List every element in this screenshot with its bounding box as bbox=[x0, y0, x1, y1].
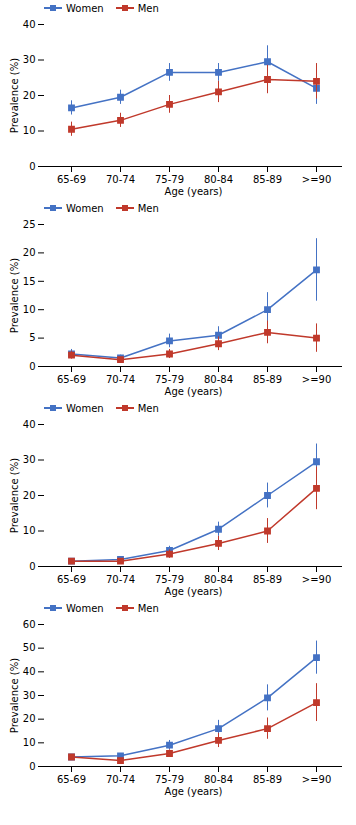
svg-text:30: 30 bbox=[23, 690, 36, 701]
svg-text:>=90: >=90 bbox=[302, 174, 331, 185]
svg-text:Age (years): Age (years) bbox=[165, 586, 223, 597]
svg-text:10: 10 bbox=[23, 525, 36, 536]
svg-text:40: 40 bbox=[23, 19, 36, 30]
svg-text:70-74: 70-74 bbox=[106, 374, 135, 385]
svg-text:75-79: 75-79 bbox=[155, 774, 184, 785]
svg-text:Age (years): Age (years) bbox=[165, 386, 223, 397]
svg-text:Prevalence (%): Prevalence (%) bbox=[9, 258, 20, 333]
svg-text:5: 5 bbox=[29, 332, 35, 343]
svg-text:>=90: >=90 bbox=[302, 774, 331, 785]
svg-text:70-74: 70-74 bbox=[106, 774, 135, 785]
svg-text:30: 30 bbox=[23, 54, 36, 65]
svg-text:20: 20 bbox=[23, 90, 36, 101]
svg-text:25: 25 bbox=[23, 219, 36, 230]
svg-text:85-89: 85-89 bbox=[253, 774, 282, 785]
svg-text:70-74: 70-74 bbox=[106, 174, 135, 185]
html-text:Women: Women bbox=[66, 402, 104, 414]
svg-text:85-89: 85-89 bbox=[253, 174, 282, 185]
svg-text:50: 50 bbox=[23, 642, 36, 653]
html-text:Women: Women bbox=[66, 2, 104, 14]
svg-text:Prevalence (%): Prevalence (%) bbox=[9, 658, 20, 733]
svg-text:75-79: 75-79 bbox=[155, 574, 184, 585]
svg-text:85-89: 85-89 bbox=[253, 374, 282, 385]
svg-text:65-69: 65-69 bbox=[57, 174, 86, 185]
svg-text:30: 30 bbox=[23, 454, 36, 465]
html-text:Men: Men bbox=[137, 602, 159, 614]
svg-text:70-74: 70-74 bbox=[106, 574, 135, 585]
svg-text:10: 10 bbox=[23, 304, 36, 315]
svg-text:60: 60 bbox=[23, 619, 36, 630]
svg-text:10: 10 bbox=[23, 125, 36, 136]
svg-text:80-84: 80-84 bbox=[204, 374, 233, 385]
html-text:Men: Men bbox=[137, 2, 159, 14]
svg-text:20: 20 bbox=[23, 713, 36, 724]
svg-text:65-69: 65-69 bbox=[57, 374, 86, 385]
svg-text:20: 20 bbox=[23, 247, 36, 258]
svg-text:10: 10 bbox=[23, 737, 36, 748]
html-text:Men: Men bbox=[137, 202, 159, 214]
svg-text:20: 20 bbox=[23, 490, 36, 501]
html-text:Men: Men bbox=[137, 402, 159, 414]
svg-text:80-84: 80-84 bbox=[204, 174, 233, 185]
svg-text:0: 0 bbox=[29, 161, 35, 172]
svg-text:Age (years): Age (years) bbox=[165, 186, 223, 197]
svg-text:80-84: 80-84 bbox=[204, 574, 233, 585]
svg-text:40: 40 bbox=[23, 419, 36, 430]
svg-text:Prevalence (%): Prevalence (%) bbox=[9, 58, 20, 133]
svg-text:15: 15 bbox=[23, 276, 36, 287]
svg-text:>=90: >=90 bbox=[302, 574, 331, 585]
svg-text:75-79: 75-79 bbox=[155, 374, 184, 385]
svg-text:0: 0 bbox=[29, 561, 35, 572]
html-text:Women: Women bbox=[66, 602, 104, 614]
svg-text:40: 40 bbox=[23, 666, 36, 677]
svg-text:0: 0 bbox=[29, 761, 35, 772]
svg-text:Prevalence (%): Prevalence (%) bbox=[9, 458, 20, 533]
html-text:Women: Women bbox=[66, 202, 104, 214]
svg-text:65-69: 65-69 bbox=[57, 574, 86, 585]
svg-text:80-84: 80-84 bbox=[204, 774, 233, 785]
svg-text:Age (years): Age (years) bbox=[165, 786, 223, 797]
svg-text:65-69: 65-69 bbox=[57, 774, 86, 785]
svg-text:85-89: 85-89 bbox=[253, 574, 282, 585]
svg-text:0: 0 bbox=[29, 361, 35, 372]
svg-text:>=90: >=90 bbox=[302, 374, 331, 385]
svg-text:75-79: 75-79 bbox=[155, 174, 184, 185]
